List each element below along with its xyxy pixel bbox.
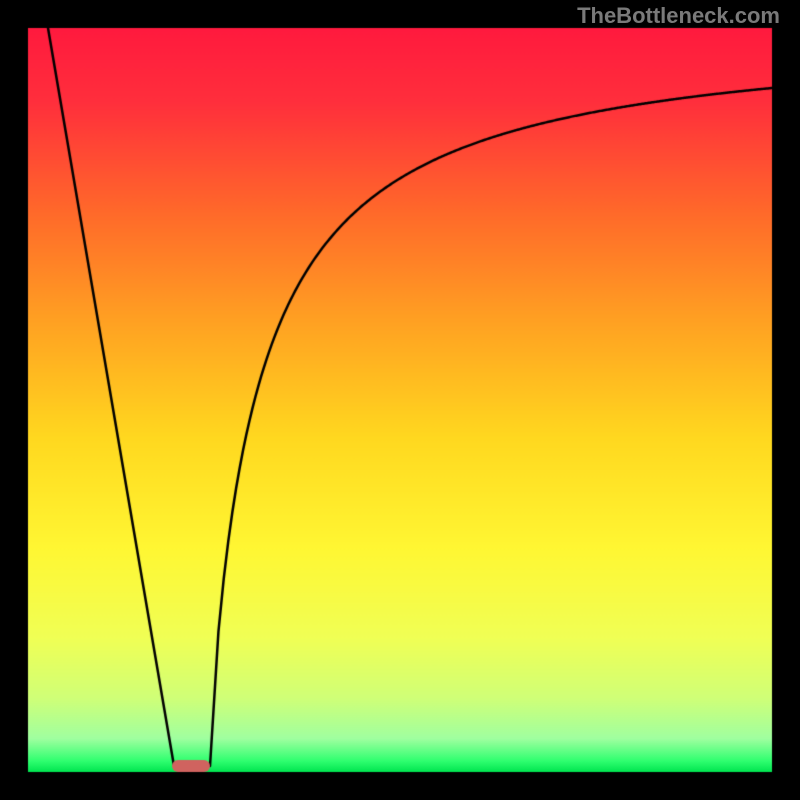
bottleneck-chart: [0, 0, 800, 800]
watermark-text: TheBottleneck.com: [577, 3, 780, 29]
